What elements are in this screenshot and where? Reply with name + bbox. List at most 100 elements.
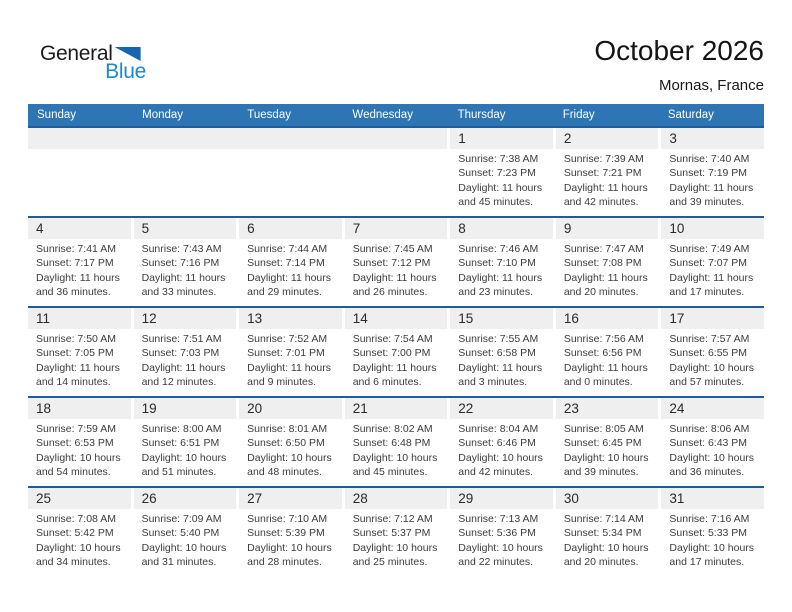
day-details: Sunrise: 8:02 AM Sunset: 6:48 PM Daylight:… <box>345 419 448 480</box>
sunrise-text: Sunrise: 7:14 AM <box>563 513 644 525</box>
day-details: Sunrise: 8:05 AM Sunset: 6:45 PM Daylight:… <box>556 419 659 480</box>
day-cell-10: 10 Sunrise: 7:49 AM Sunset: 7:07 PM Dayligh… <box>661 218 764 306</box>
daylight-text: Daylight: 10 hours and 36 minutes. <box>669 451 755 479</box>
sunrise-text: Sunrise: 7:41 AM <box>36 243 116 255</box>
day-details: Sunrise: 7:10 AM Sunset: 5:39 PM Daylight:… <box>239 509 342 570</box>
daylight-text: Daylight: 11 hours and 29 minutes. <box>247 271 331 299</box>
sunrise-text: Sunrise: 7:59 AM <box>36 423 116 435</box>
day-number: 19 <box>133 398 237 419</box>
daylight-text: Daylight: 10 hours and 57 minutes. <box>669 361 755 389</box>
sunrise-text: Sunrise: 7:50 AM <box>36 333 116 345</box>
day-details: Sunrise: 7:16 AM Sunset: 5:33 PM Daylight:… <box>661 509 764 570</box>
day-number: 9 <box>555 218 659 239</box>
day-details: Sunrise: 7:09 AM Sunset: 5:40 PM Daylight:… <box>134 509 237 570</box>
sunset-text: Sunset: 5:37 PM <box>352 527 431 540</box>
day-details: Sunrise: 7:50 AM Sunset: 7:05 PM Daylight:… <box>28 329 131 390</box>
sunrise-text: Sunrise: 8:00 AM <box>141 423 222 435</box>
day-details: Sunrise: 7:47 AM Sunset: 7:08 PM Daylight:… <box>556 239 659 300</box>
sunset-text: Sunset: 7:05 PM <box>36 347 114 360</box>
day-details: Sunrise: 7:41 AM Sunset: 7:17 PM Daylight:… <box>28 239 131 300</box>
day-number: 21 <box>344 398 448 419</box>
day-cell-1: 1 Sunrise: 7:38 AM Sunset: 7:23 PM Daylight… <box>450 128 553 216</box>
day-details: Sunrise: 7:49 AM Sunset: 7:07 PM Daylight:… <box>661 239 764 300</box>
day-details: Sunrise: 7:40 AM Sunset: 7:19 PM Daylight:… <box>661 149 764 210</box>
day-number: 12 <box>133 308 237 329</box>
day-details: Sunrise: 8:04 AM Sunset: 6:46 PM Daylight:… <box>450 419 553 480</box>
sunset-text: Sunset: 6:43 PM <box>669 437 748 450</box>
sunset-text: Sunset: 5:33 PM <box>669 527 748 540</box>
sunrise-text: Sunrise: 7:38 AM <box>458 153 539 165</box>
sunset-text: Sunset: 7:19 PM <box>669 167 748 180</box>
sunset-text: Sunset: 5:40 PM <box>141 527 220 540</box>
daylight-text: Daylight: 11 hours and 23 minutes. <box>458 271 543 299</box>
daylight-text: Daylight: 11 hours and 0 minutes. <box>563 361 648 389</box>
sunset-text: Sunset: 6:53 PM <box>36 437 114 450</box>
daylight-text: Daylight: 11 hours and 42 minutes. <box>563 181 648 209</box>
sunset-text: Sunset: 7:00 PM <box>352 347 431 360</box>
sunrise-text: Sunrise: 7:10 AM <box>247 513 328 525</box>
logo-line1: General <box>40 43 152 64</box>
day-cell-18: 18 Sunrise: 7:59 AM Sunset: 6:53 PM Dayligh… <box>28 398 131 486</box>
daylight-text: Daylight: 10 hours and 45 minutes. <box>352 451 438 479</box>
general-blue-logo: General Blue <box>40 43 152 83</box>
day-cell-27: 27 Sunrise: 7:10 AM Sunset: 5:39 PM Dayligh… <box>239 488 342 576</box>
day-details: Sunrise: 7:52 AM Sunset: 7:01 PM Daylight:… <box>239 329 342 390</box>
daylight-text: Daylight: 10 hours and 17 minutes. <box>669 541 755 569</box>
day-number: 28 <box>344 488 448 509</box>
day-number: 30 <box>555 488 659 509</box>
daylight-text: Daylight: 11 hours and 17 minutes. <box>669 271 754 299</box>
week-row-4: 18 Sunrise: 7:59 AM Sunset: 6:53 PM Dayligh… <box>28 396 764 486</box>
daylight-text: Daylight: 10 hours and 20 minutes. <box>563 541 649 569</box>
day-details: Sunrise: 7:59 AM Sunset: 6:53 PM Daylight:… <box>28 419 131 480</box>
daylight-text: Daylight: 11 hours and 9 minutes. <box>247 361 331 389</box>
day-number: 14 <box>344 308 448 329</box>
day-number: 15 <box>450 308 553 329</box>
day-details: Sunrise: 7:57 AM Sunset: 6:55 PM Daylight:… <box>661 329 764 390</box>
day-number: 5 <box>133 218 237 239</box>
sunrise-text: Sunrise: 7:56 AM <box>563 333 644 345</box>
sunrise-text: Sunrise: 7:08 AM <box>36 513 116 525</box>
daylight-text: Daylight: 10 hours and 48 minutes. <box>247 451 332 479</box>
day-header-wednesday: Wednesday <box>352 109 413 121</box>
day-details: Sunrise: 7:55 AM Sunset: 6:58 PM Daylight:… <box>450 329 553 390</box>
sunrise-text: Sunrise: 7:57 AM <box>669 333 750 345</box>
day-number: 1 <box>450 128 553 149</box>
sunset-text: Sunset: 7:16 PM <box>141 257 220 270</box>
calendar-grid: 1 Sunrise: 7:38 AM Sunset: 7:23 PM Daylight… <box>28 126 764 576</box>
sunset-text: Sunset: 6:46 PM <box>458 437 536 450</box>
daylight-text: Daylight: 10 hours and 51 minutes. <box>141 451 227 479</box>
day-details: Sunrise: 7:43 AM Sunset: 7:16 PM Daylight:… <box>134 239 237 300</box>
sunset-text: Sunset: 7:21 PM <box>563 167 642 180</box>
day-cell-6: 6 Sunrise: 7:44 AM Sunset: 7:14 PM Daylight… <box>239 218 342 306</box>
logo-text-blue: Blue <box>105 60 146 83</box>
day-cell-30: 30 Sunrise: 7:14 AM Sunset: 5:34 PM Dayligh… <box>555 488 659 576</box>
day-cell-16: 16 Sunrise: 7:56 AM Sunset: 6:56 PM Dayligh… <box>555 308 659 396</box>
day-number: 18 <box>28 398 131 419</box>
day-details: Sunrise: 7:54 AM Sunset: 7:00 PM Daylight:… <box>345 329 448 390</box>
calendar: Sunday Monday Tuesday Wednesday Thursday Frid… <box>28 104 764 576</box>
sunset-text: Sunset: 5:42 PM <box>36 527 114 540</box>
day-number: 20 <box>239 398 342 419</box>
sunset-text: Sunset: 6:48 PM <box>352 437 431 450</box>
day-header-monday: Monday <box>142 109 184 121</box>
sunset-text: Sunset: 7:03 PM <box>141 347 220 360</box>
daylight-text: Daylight: 11 hours and 12 minutes. <box>141 361 226 389</box>
day-cell-28: 28 Sunrise: 7:12 AM Sunset: 5:37 PM Dayligh… <box>344 488 448 576</box>
day-cell-22: 22 Sunrise: 8:04 AM Sunset: 6:46 PM Dayligh… <box>450 398 553 486</box>
sunset-text: Sunset: 7:01 PM <box>247 347 325 360</box>
daylight-text: Daylight: 11 hours and 6 minutes. <box>352 361 437 389</box>
day-cell-13: 13 Sunrise: 7:52 AM Sunset: 7:01 PM Dayligh… <box>239 308 342 396</box>
sunrise-text: Sunrise: 8:06 AM <box>669 423 750 435</box>
daylight-text: Daylight: 10 hours and 22 minutes. <box>458 541 543 569</box>
sunset-text: Sunset: 7:07 PM <box>669 257 748 270</box>
sunrise-text: Sunrise: 7:45 AM <box>352 243 433 255</box>
week-row-3: 11 Sunrise: 7:50 AM Sunset: 7:05 PM Dayligh… <box>28 306 764 396</box>
location-subtitle: Mornas, France <box>658 77 764 94</box>
sunrise-text: Sunrise: 7:09 AM <box>141 513 222 525</box>
day-cell-9: 9 Sunrise: 7:47 AM Sunset: 7:08 PM Daylight… <box>555 218 659 306</box>
sunset-text: Sunset: 7:17 PM <box>36 257 114 270</box>
day-number: 27 <box>239 488 342 509</box>
daylight-text: Daylight: 11 hours and 20 minutes. <box>563 271 648 299</box>
sunrise-text: Sunrise: 7:40 AM <box>669 153 750 165</box>
daylight-text: Daylight: 11 hours and 39 minutes. <box>669 181 754 209</box>
